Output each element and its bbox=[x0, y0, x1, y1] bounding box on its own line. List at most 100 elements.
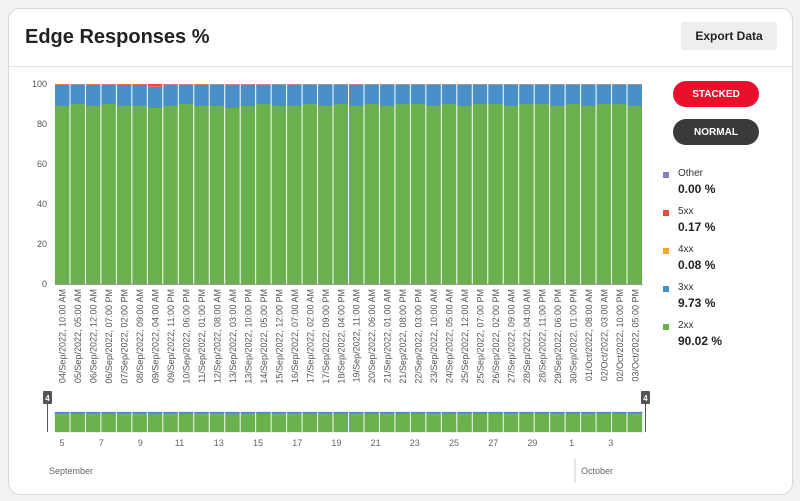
bar-3xx[interactable] bbox=[225, 84, 240, 108]
bar-3xx[interactable] bbox=[209, 84, 225, 106]
navigator-day-tick: 15 bbox=[253, 438, 263, 448]
bar-2xx[interactable] bbox=[318, 106, 333, 284]
bar-2xx[interactable] bbox=[85, 106, 101, 284]
bar-2xx[interactable] bbox=[209, 106, 225, 284]
bar-3xx[interactable] bbox=[441, 84, 457, 104]
bar-2xx[interactable] bbox=[503, 106, 519, 284]
bar-2xx[interactable] bbox=[627, 106, 642, 284]
bar-3xx[interactable] bbox=[132, 85, 147, 106]
bar-2xx[interactable] bbox=[472, 104, 488, 284]
bar-3xx[interactable] bbox=[333, 84, 348, 104]
bar-3xx[interactable] bbox=[550, 84, 565, 106]
bar-2xx[interactable] bbox=[581, 106, 596, 284]
bar-3xx[interactable] bbox=[410, 84, 426, 104]
bar-2xx[interactable] bbox=[410, 104, 426, 284]
bar-2xx[interactable] bbox=[333, 104, 348, 284]
bar-3xx[interactable] bbox=[426, 84, 441, 106]
navigator-handle-label: 4 bbox=[643, 394, 648, 403]
bar-3xx[interactable] bbox=[271, 84, 287, 106]
bar-3xx[interactable] bbox=[240, 84, 256, 106]
bar-5xx[interactable] bbox=[132, 84, 147, 85]
bar-2xx[interactable] bbox=[426, 106, 441, 284]
bar-3xx[interactable] bbox=[581, 84, 596, 106]
x-tick-label: 25/Sep/2022, 07:00 PM bbox=[476, 289, 486, 384]
bar-2xx[interactable] bbox=[364, 104, 379, 284]
bar-3xx[interactable] bbox=[302, 84, 318, 104]
bar-2xx[interactable] bbox=[550, 106, 565, 284]
bar-2xx[interactable] bbox=[256, 104, 271, 284]
bar-3xx[interactable] bbox=[116, 85, 132, 106]
bar-3xx[interactable] bbox=[55, 84, 70, 106]
normal-toggle-button[interactable]: NORMAL bbox=[673, 119, 759, 145]
bar-3xx[interactable] bbox=[364, 84, 379, 104]
navigator-handle[interactable] bbox=[641, 391, 650, 404]
bar-2xx[interactable] bbox=[349, 106, 364, 284]
header-divider bbox=[9, 66, 792, 67]
bar-2xx[interactable] bbox=[132, 106, 147, 284]
bar-3xx[interactable] bbox=[565, 84, 581, 104]
bar-3xx[interactable] bbox=[534, 84, 550, 104]
bar-3xx[interactable] bbox=[101, 84, 116, 104]
bar-2xx[interactable] bbox=[395, 104, 410, 284]
bar-3xx[interactable] bbox=[519, 84, 534, 104]
bar-3xx[interactable] bbox=[163, 84, 178, 106]
bar-2xx[interactable] bbox=[101, 104, 116, 284]
bar-3xx[interactable] bbox=[472, 84, 488, 104]
legend-item-3xx[interactable]: 3xx 9.73 % bbox=[663, 281, 783, 319]
navigator-bar-3xx bbox=[379, 412, 395, 415]
bar-2xx[interactable] bbox=[271, 106, 287, 284]
bar-3xx[interactable] bbox=[457, 84, 472, 106]
export-data-button[interactable]: Export Data bbox=[681, 22, 777, 50]
bar-3xx[interactable] bbox=[395, 84, 410, 104]
bar-3xx[interactable] bbox=[85, 84, 101, 106]
bar-2xx[interactable] bbox=[457, 106, 472, 284]
bar-3xx[interactable] bbox=[256, 84, 271, 104]
bar-3xx[interactable] bbox=[194, 84, 209, 106]
bar-5xx[interactable] bbox=[147, 84, 163, 87]
bar-2xx[interactable] bbox=[596, 104, 612, 284]
bar-2xx[interactable] bbox=[441, 104, 457, 284]
bar-3xx[interactable] bbox=[503, 84, 519, 106]
bar-2xx[interactable] bbox=[55, 106, 70, 284]
bar-2xx[interactable] bbox=[379, 106, 395, 284]
bar-3xx[interactable] bbox=[379, 84, 395, 106]
bar-2xx[interactable] bbox=[287, 106, 302, 284]
bar-2xx[interactable] bbox=[488, 104, 503, 284]
bar-3xx[interactable] bbox=[627, 84, 642, 106]
bar-2xx[interactable] bbox=[194, 106, 209, 284]
bar-3xx[interactable] bbox=[349, 84, 364, 106]
bar-2xx[interactable] bbox=[240, 106, 256, 284]
bar-5xx[interactable] bbox=[55, 84, 70, 85]
bar-2xx[interactable] bbox=[116, 106, 132, 284]
navigator-handle[interactable] bbox=[43, 391, 52, 404]
bar-3xx[interactable] bbox=[488, 84, 503, 104]
legend-item-2xx[interactable]: 2xx 90.02 % bbox=[663, 319, 783, 357]
x-tick-label: 23/Sep/2022, 10:00 AM bbox=[429, 289, 439, 383]
legend-item-5xx[interactable]: 5xx 0.17 % bbox=[663, 205, 783, 243]
bar-2xx[interactable] bbox=[519, 104, 534, 284]
bar-3xx[interactable] bbox=[178, 84, 194, 104]
bar-2xx[interactable] bbox=[302, 104, 318, 284]
bar-3xx[interactable] bbox=[596, 84, 612, 104]
legend-item-other[interactable]: Other 0.00 % bbox=[663, 167, 783, 205]
bar-5xx[interactable] bbox=[194, 84, 209, 85]
bar-3xx[interactable] bbox=[147, 86, 163, 108]
bar-2xx[interactable] bbox=[70, 104, 85, 284]
bar-2xx[interactable] bbox=[534, 104, 550, 284]
bar-5xx[interactable] bbox=[116, 84, 132, 85]
navigator-bar-3xx bbox=[488, 412, 503, 414]
bar-2xx[interactable] bbox=[565, 104, 581, 284]
bar-2xx[interactable] bbox=[163, 106, 178, 284]
bar-3xx[interactable] bbox=[287, 84, 302, 106]
bar-2xx[interactable] bbox=[225, 108, 240, 284]
bar-5xx[interactable] bbox=[85, 84, 101, 85]
bar-3xx[interactable] bbox=[612, 84, 627, 104]
bar-2xx[interactable] bbox=[612, 104, 627, 284]
x-tick-label: 16/Sep/2022, 07:00 AM bbox=[290, 289, 300, 383]
stacked-toggle-button[interactable]: STACKED bbox=[673, 81, 759, 107]
bar-2xx[interactable] bbox=[147, 108, 163, 284]
bar-3xx[interactable] bbox=[318, 84, 333, 106]
bar-3xx[interactable] bbox=[70, 84, 85, 104]
legend-item-4xx[interactable]: 4xx 0.08 % bbox=[663, 243, 783, 281]
bar-2xx[interactable] bbox=[178, 104, 194, 284]
